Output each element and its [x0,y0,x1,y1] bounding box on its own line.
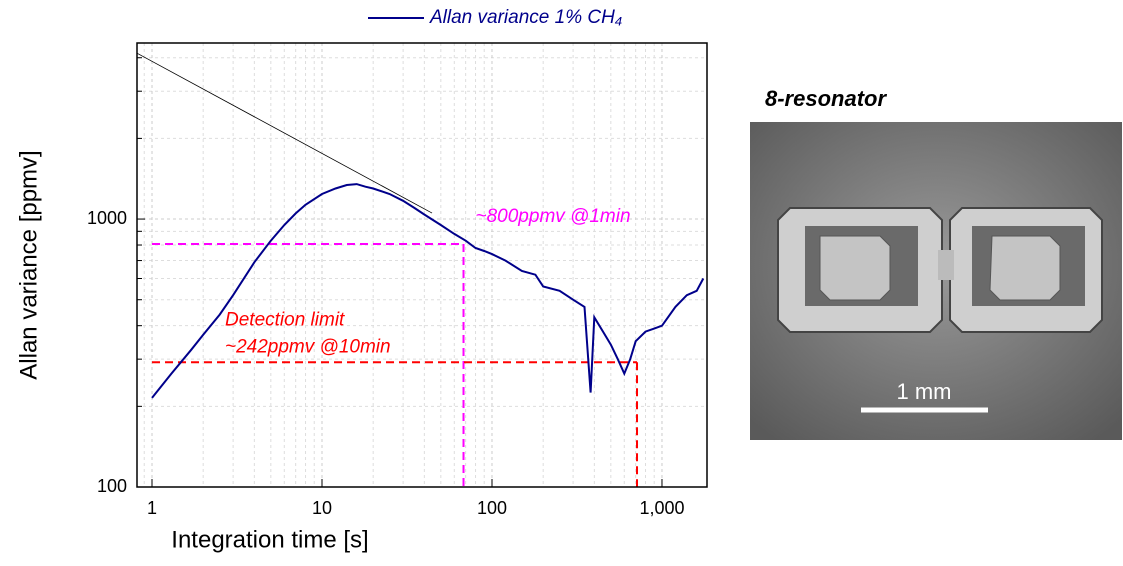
scale-bar-label: 1 mm [897,379,952,404]
annotation-text: ~800ppmv @1min [476,206,631,227]
annotation-text: ~242ppmv @10min [225,336,391,357]
annotation-text: Detection limit [225,309,345,330]
x-tick-label: 1,000 [639,498,684,518]
x-tick-label: 100 [477,498,507,518]
y-tick-label: 100 [97,476,127,496]
x-tick-label: 1 [147,498,157,518]
image-title: 8-resonator [765,86,887,111]
y-axis-title: Allan variance [ppmv] [15,150,42,379]
x-axis-title: Integration time [s] [171,526,368,553]
y-tick-label: 1000 [87,208,127,228]
x-tick-label: 10 [312,498,332,518]
sem-image [750,122,1122,440]
plot-frame [136,42,708,488]
legend-label: Allan variance 1% CH₄ [429,7,622,28]
fit-line [136,52,433,214]
data-line [151,183,705,399]
